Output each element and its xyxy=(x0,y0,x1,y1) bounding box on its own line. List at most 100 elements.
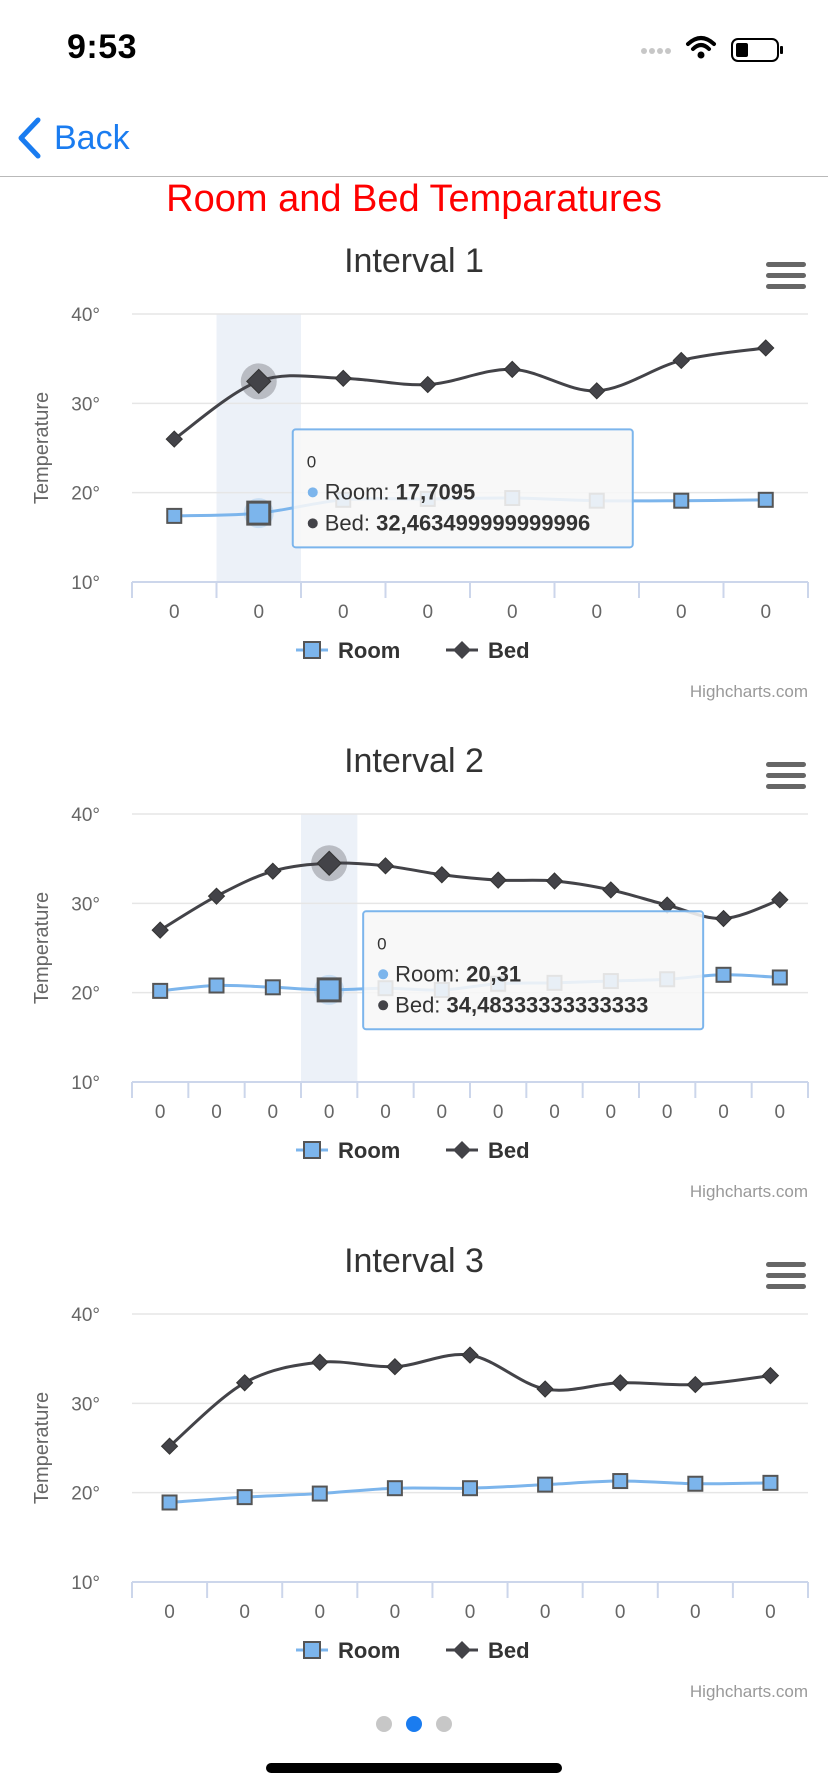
x-tick-label: 0 xyxy=(155,1102,166,1123)
x-tick-label: 0 xyxy=(268,1102,279,1123)
data-point-room xyxy=(537,1476,554,1493)
chart-title: Interval 3 xyxy=(344,1242,484,1280)
tooltip-label: Room: xyxy=(395,961,466,986)
tooltip-row: Bed: 34,48333333333333 xyxy=(395,992,648,1017)
tooltip-row: Room: 20,31 xyxy=(395,961,521,986)
x-tick-label: 0 xyxy=(211,1102,222,1123)
data-point-bed xyxy=(536,1380,554,1398)
chart-credits[interactable]: Highcharts.com xyxy=(689,682,808,701)
legend-item-bed[interactable]: Bed xyxy=(488,638,530,663)
tooltip-row: Bed: 32,463499999999996 xyxy=(325,510,591,535)
page-dot-active[interactable] xyxy=(406,1716,422,1732)
data-point-bed xyxy=(489,871,507,889)
data-point-bed xyxy=(311,1353,329,1371)
x-tick-label: 0 xyxy=(760,602,771,623)
page-dot[interactable] xyxy=(376,1716,392,1732)
x-tick-label: 0 xyxy=(606,1102,617,1123)
status-icons xyxy=(638,34,798,64)
chart-menu-button[interactable] xyxy=(766,762,806,796)
data-point-bed xyxy=(207,887,226,905)
page-indicator[interactable] xyxy=(0,1716,828,1736)
highlight-band xyxy=(216,314,301,582)
legend-item-room[interactable]: Room xyxy=(338,1138,400,1163)
chart-panel-interval-2: Interval 2 10° 20° 30° 40° Temperature 0 0 0 0 0 0 0… xyxy=(0,730,828,1230)
data-point-bed xyxy=(433,866,451,884)
x-tick-label: 0 xyxy=(676,602,687,623)
chart-credits[interactable]: Highcharts.com xyxy=(689,1682,808,1701)
legend-item-bed[interactable]: Bed xyxy=(488,1138,530,1163)
x-tick-label: 0 xyxy=(765,1602,776,1623)
y-tick-label: 40° xyxy=(71,1305,100,1326)
x-tick-label: 0 xyxy=(380,1102,391,1123)
data-point-bed xyxy=(235,1374,254,1392)
data-point-bed xyxy=(376,857,395,875)
tooltip-marker xyxy=(378,1000,389,1011)
chart-panel-interval-3: Interval 3 10° 20° 30° 40° Temperature 0 0 0 0 0 0 0… xyxy=(0,1230,828,1730)
y-tick-label: 10° xyxy=(71,1073,100,1094)
data-point-bed xyxy=(151,921,169,939)
x-tick-label: 0 xyxy=(465,1602,476,1623)
legend-item-room[interactable]: Room xyxy=(338,638,400,663)
data-point-bed xyxy=(611,1374,629,1392)
tooltip-box xyxy=(362,910,705,1031)
data-point-room xyxy=(687,1475,704,1492)
chevron-left-icon xyxy=(18,117,41,159)
x-tick-label: 0 xyxy=(422,602,433,623)
x-tick-label: 0 xyxy=(338,602,349,623)
x-tick-label: 0 xyxy=(615,1602,626,1623)
x-tick-label: 0 xyxy=(549,1102,560,1123)
data-point-bed xyxy=(316,850,342,876)
chart-menu-button[interactable] xyxy=(766,262,806,296)
legend: Room Bed xyxy=(296,1138,530,1163)
y-tick-label: 20° xyxy=(71,984,100,1005)
data-point-bed xyxy=(165,430,183,448)
data-point-room xyxy=(166,507,183,524)
y-tick-label: 40° xyxy=(71,805,100,826)
data-point-bed xyxy=(602,881,620,899)
chart-credits[interactable]: Highcharts.com xyxy=(689,1182,808,1201)
legend-item-bed[interactable]: Bed xyxy=(488,1638,530,1663)
data-point-room xyxy=(462,1480,478,1497)
x-tick-label: 0 xyxy=(324,1102,335,1123)
tooltip-value: 34,48333333333333 xyxy=(447,992,649,1017)
data-point-room xyxy=(771,969,788,986)
tooltip: 0 Room: 20,31 Bed: 34,48333333333333 xyxy=(362,910,705,1031)
x-tick-label: 0 xyxy=(493,1102,504,1123)
back-button[interactable]: Back xyxy=(16,110,130,166)
tooltip-marker xyxy=(378,969,389,980)
page-title: Room and Bed Temparatures xyxy=(166,178,662,220)
legend-symbol-room xyxy=(303,1141,321,1159)
data-point-bed xyxy=(461,1346,479,1364)
chart-menu-button[interactable] xyxy=(766,1262,806,1296)
data-point-bed xyxy=(588,382,606,400)
signal-wifi-battery-icon xyxy=(641,36,783,62)
tooltip-value: 32,463499999999996 xyxy=(376,510,590,535)
data-point-bed xyxy=(686,1375,705,1394)
data-point-room xyxy=(246,500,272,526)
tooltip-value: 20,31 xyxy=(466,961,521,986)
chart-title: Interval 1 xyxy=(344,242,484,280)
tooltip-header: 0 xyxy=(307,452,316,471)
chart-panel-interval-1: Interval 1 10° 20° 30° 40° Temperature 0 0 0 0 0 0 0… xyxy=(0,230,828,730)
data-point-bed xyxy=(160,1437,179,1455)
y-tick-label: 20° xyxy=(71,1484,100,1505)
data-point-bed xyxy=(419,375,437,394)
chart-title: Interval 2 xyxy=(344,742,484,780)
y-axis-title: Temperature xyxy=(31,892,53,1004)
legend-item-room[interactable]: Room xyxy=(338,1638,400,1663)
status-time: 9:53 xyxy=(67,28,138,66)
x-tick-label: 0 xyxy=(591,602,602,623)
y-axis-title: Temperature xyxy=(31,1392,53,1504)
data-point-room xyxy=(311,1485,328,1502)
page-dot[interactable] xyxy=(436,1716,452,1732)
legend-symbol-bed xyxy=(453,1641,471,1659)
x-tick-label: 0 xyxy=(437,1102,448,1123)
series-line-bed xyxy=(168,1352,771,1448)
legend-symbol-bed xyxy=(453,1141,471,1159)
x-tick-label: 0 xyxy=(775,1102,786,1123)
back-label: Back xyxy=(54,118,130,157)
data-point-room xyxy=(264,979,281,996)
x-tick-label: 0 xyxy=(164,1602,175,1623)
data-point-room xyxy=(161,1494,178,1511)
